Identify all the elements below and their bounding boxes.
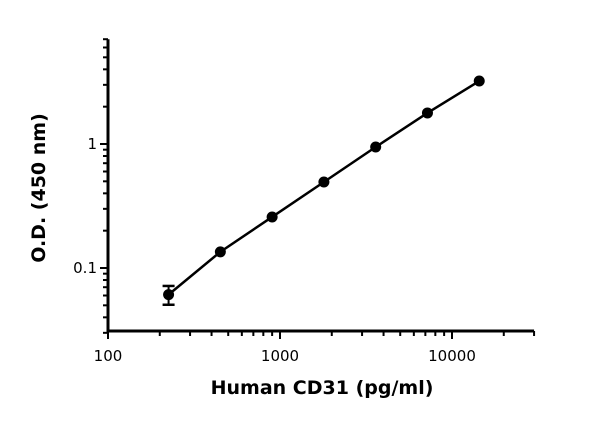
x-tick-label: 10000 <box>428 347 476 365</box>
y-tick-label: 0.1 <box>73 259 97 277</box>
y-tick-label: 1 <box>87 135 97 153</box>
data-point-marker <box>421 107 433 119</box>
x-axis-tick-labels: 100 1000 10000 <box>94 347 476 365</box>
y-axis-title: O.D. (450 nm) <box>28 113 50 263</box>
data-point-marker <box>473 75 485 87</box>
y-axis-ticks <box>100 38 108 334</box>
x-axis-title: Human CD31 (pg/ml) <box>211 377 434 399</box>
y-axis-tick-labels: 0.11 <box>73 135 97 277</box>
data-markers <box>163 75 485 301</box>
data-point-marker <box>163 289 175 301</box>
x-axis-ticks <box>107 331 536 339</box>
axes: 0.11 100 1000 10000 <box>73 38 536 365</box>
data-point-marker <box>370 141 382 153</box>
data-point-marker <box>214 246 226 258</box>
data-point-marker <box>318 176 330 188</box>
data-series <box>162 75 485 307</box>
data-point-marker <box>266 211 278 223</box>
x-tick-label: 1000 <box>261 347 299 365</box>
x-tick-label: 100 <box>94 347 123 365</box>
